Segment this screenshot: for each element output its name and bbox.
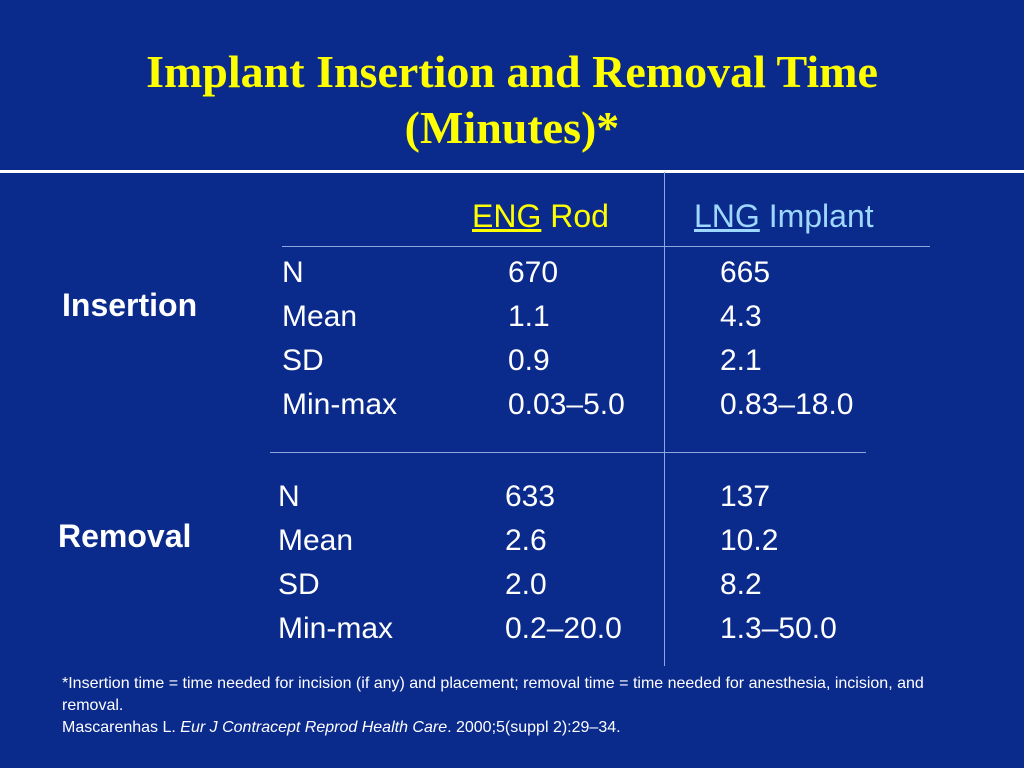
footnote-definition: *Insertion time = time needed for incisi… (62, 675, 924, 714)
footnote-reference: Mascarenhas L. Eur J Contracept Reprod H… (62, 717, 962, 739)
lng-value: 0.83–18.0 (720, 388, 854, 421)
lng-value: 4.3 (720, 300, 762, 333)
stat-name: Min-max (278, 612, 394, 645)
eng-abbreviation: ENG (472, 198, 542, 234)
eng-value: 2.0 (505, 568, 547, 601)
stat-name: Mean (278, 524, 354, 557)
lng-value: 8.2 (720, 568, 762, 601)
lng-value: 2.1 (720, 344, 762, 377)
stat-name: N (278, 480, 300, 513)
eng-value: 0.9 (508, 344, 550, 377)
lng-value: 665 (720, 256, 771, 289)
slide-title-line2: (Minutes)* (404, 102, 620, 153)
footnote: *Insertion time = time needed for incisi… (62, 673, 962, 739)
removal-label: Removal (58, 518, 192, 554)
section-divider (270, 452, 866, 453)
lng-value: 1.3–50.0 (720, 612, 837, 645)
title-divider (0, 170, 1024, 173)
stat-name: SD (278, 568, 320, 601)
reference-journal: Eur J Contracept Reprod Health Care (180, 719, 448, 736)
lng-value: 137 (720, 480, 771, 513)
slide-title-line1: Implant Insertion and Removal Time (146, 46, 878, 97)
eng-value: 0.03–5.0 (508, 388, 625, 421)
column-divider (664, 172, 665, 666)
insertion-label: Insertion (62, 287, 198, 323)
slide-title: Implant Insertion and Removal Time (Minu… (0, 44, 1024, 156)
lng-value: 10.2 (720, 524, 779, 557)
eng-value: 670 (508, 256, 559, 289)
stat-name: Min-max (282, 388, 398, 421)
eng-word: Rod (550, 198, 609, 234)
stat-name: Mean (282, 300, 358, 333)
lng-abbreviation: LNG (694, 198, 760, 234)
lng-word: Implant (768, 198, 874, 234)
eng-value: 1.1 (508, 300, 550, 333)
reference-author: Mascarenhas L. (62, 719, 176, 736)
eng-value: 633 (505, 480, 556, 513)
eng-value: 2.6 (505, 524, 547, 557)
reference-details: . 2000;5(suppl 2):29–34. (447, 719, 621, 736)
stat-name: SD (282, 344, 324, 377)
header-divider (282, 246, 930, 247)
column-header-lng: LNG Implant (694, 196, 874, 236)
column-header-eng: ENG Rod (472, 196, 609, 236)
stat-name: N (282, 256, 304, 289)
eng-value: 0.2–20.0 (505, 612, 622, 645)
